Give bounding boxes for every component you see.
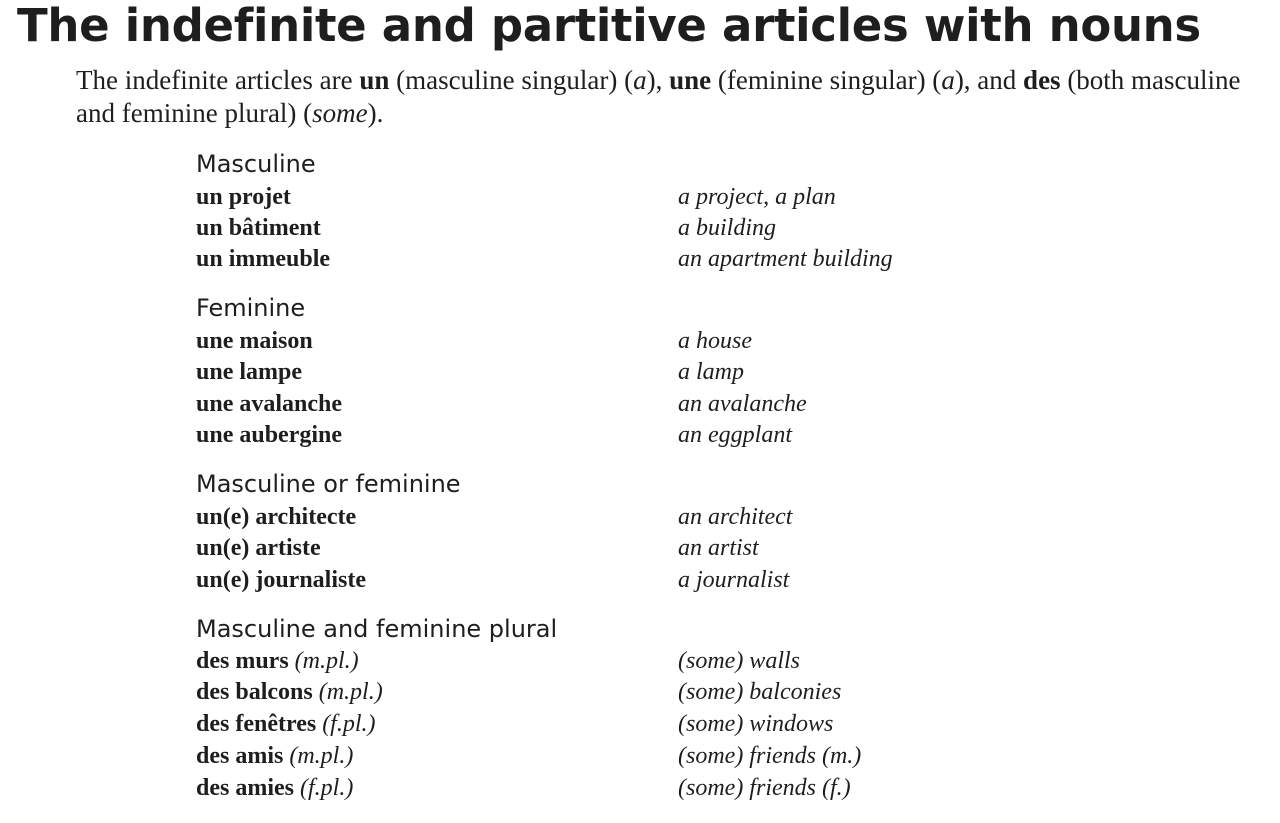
intro-gloss: a [633, 65, 647, 95]
list-item: une avalanche an avalanche [0, 388, 1280, 420]
intro-text: (both masculine and feminine plural) ( [76, 65, 1241, 128]
english-translation: a lamp [678, 359, 744, 385]
english-translation: an avalanche [678, 391, 807, 417]
list-item: des murs (m.pl.) (some) walls [0, 645, 1280, 677]
intro-text: ), and [954, 65, 1024, 95]
intro-term: un [359, 65, 390, 95]
gender-note: (m.pl.) [294, 648, 359, 674]
intro-text: (feminine singular) ( [711, 65, 942, 95]
intro-term: des [1023, 65, 1061, 95]
english-translation: (some) windows [678, 711, 834, 737]
list-item: un(e) artiste an artist [0, 532, 1280, 564]
group-title: Masculine and feminine plural [196, 615, 558, 643]
french-term: un projet [196, 184, 291, 210]
gender-note: (f.pl.) [322, 711, 376, 737]
list-item: une maison a house [0, 325, 1280, 357]
intro-gloss: a [941, 65, 955, 95]
english-translation: an apartment building [678, 246, 893, 272]
gender-note: (m.pl.) [318, 679, 383, 705]
english-translation: a building [678, 215, 777, 241]
english-translation: an artist [678, 535, 759, 561]
list-item: un projet a project, a plan [0, 181, 1280, 213]
list-item: des amis (m.pl.) (some) friends (m.) [0, 740, 1280, 772]
english-translation: (some) friends (m.) [678, 743, 862, 769]
french-term: des amis (m.pl.) [196, 743, 354, 769]
french-term: des amies (f.pl.) [196, 775, 354, 801]
intro-paragraph: The indefinite articles are un (masculin… [76, 64, 1256, 130]
intro-text: (masculine singular) ( [389, 65, 634, 95]
french-term: un(e) architecte [196, 504, 357, 530]
french-term: un(e) journaliste [196, 567, 366, 593]
intro-text: The indefinite articles are [76, 65, 360, 95]
page-title: The indefinite and partitive articles wi… [17, 0, 1201, 52]
french-term: un immeuble [196, 246, 331, 272]
english-translation: an architect [678, 504, 793, 530]
list-item: des balcons (m.pl.) (some) balconies [0, 676, 1280, 708]
list-item: des fenêtres (f.pl.) (some) windows [0, 708, 1280, 740]
list-item: un bâtiment a building [0, 212, 1280, 244]
group-title: Masculine or feminine [196, 470, 461, 498]
english-translation: (some) balconies [678, 679, 842, 705]
list-item: un immeuble an apartment building [0, 243, 1280, 275]
english-translation: (some) walls [678, 648, 800, 674]
french-term: une maison [196, 328, 313, 354]
english-translation: an eggplant [678, 422, 792, 448]
list-item: un(e) architecte an architect [0, 501, 1280, 533]
list-item: une lampe a lamp [0, 356, 1280, 388]
gender-note: (m.pl.) [289, 743, 354, 769]
french-term: une lampe [196, 359, 303, 385]
intro-gloss: some [312, 98, 368, 128]
intro-text: ), [646, 65, 670, 95]
french-term: un bâtiment [196, 215, 321, 241]
english-translation: a house [678, 328, 752, 354]
intro-text: ). [367, 98, 384, 128]
gender-note: (f.pl.) [300, 775, 354, 801]
intro-term: une [669, 65, 712, 95]
french-term: un(e) artiste [196, 535, 321, 561]
french-term: une avalanche [196, 391, 343, 417]
english-translation: (some) friends (f.) [678, 775, 851, 801]
french-term: une aubergine [196, 422, 343, 448]
english-translation: a journalist [678, 567, 790, 593]
group-title: Masculine [196, 150, 316, 178]
french-term: des balcons (m.pl.) [196, 679, 383, 705]
french-term: des fenêtres (f.pl.) [196, 711, 376, 737]
english-translation: a project, a plan [678, 184, 836, 210]
list-item: une aubergine an eggplant [0, 419, 1280, 451]
list-item: un(e) journaliste a journalist [0, 564, 1280, 596]
list-item: des amies (f.pl.) (some) friends (f.) [0, 772, 1280, 804]
group-title: Feminine [196, 294, 306, 322]
french-term: des murs (m.pl.) [196, 648, 359, 674]
